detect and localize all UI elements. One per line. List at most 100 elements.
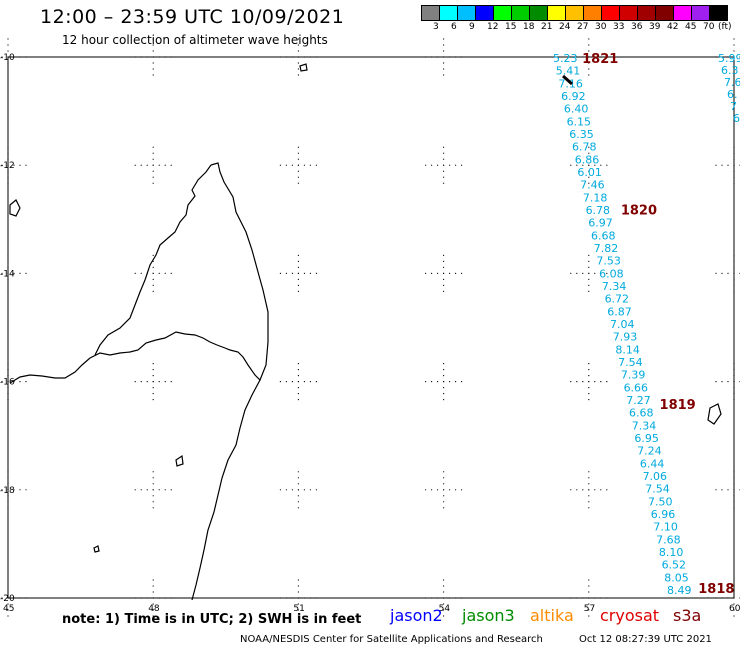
grid-dot [443, 387, 445, 389]
lat-label: -14 [0, 269, 15, 279]
madagascar-northwest-coast [94, 164, 212, 356]
grid-dot [297, 501, 299, 503]
legend-tick: 6 [451, 22, 457, 32]
grid-dot [152, 615, 154, 617]
grid-dot [7, 290, 9, 292]
grid-dot [588, 176, 590, 178]
grid-dot [7, 507, 9, 509]
grid-dot [1, 381, 3, 383]
wave-height-value: 8.05 [664, 571, 689, 584]
grid-dot [13, 164, 15, 166]
grid-dot [7, 260, 9, 262]
grid-dot [461, 272, 463, 274]
grid-dot [7, 609, 9, 611]
grid-dot [315, 272, 317, 274]
grid-dot [733, 471, 735, 473]
grid-dot [594, 164, 596, 166]
grid-dot [7, 579, 9, 581]
grid-dot [461, 489, 463, 491]
grid-dot [152, 272, 154, 274]
grid-dot [297, 176, 299, 178]
grid-dot [733, 387, 735, 389]
grid-dot [733, 591, 735, 593]
grid-dot [588, 471, 590, 473]
grid-dot [291, 272, 293, 274]
wave-height-value: 8.14 [615, 343, 640, 356]
grid-dot [588, 501, 590, 503]
grid-dot [733, 483, 735, 485]
grid-dot [443, 38, 445, 40]
grid-dot [437, 164, 439, 166]
grid-dot [164, 597, 166, 599]
grid-dot [431, 272, 433, 274]
grid-dot [425, 381, 427, 383]
grid-dot [733, 272, 735, 274]
grid-dot [152, 375, 154, 377]
satellite-name: s3a [673, 606, 702, 625]
grid-dot [164, 56, 166, 58]
grid-dot [297, 375, 299, 377]
grid-dot [7, 603, 9, 605]
grid-dot [152, 381, 154, 383]
grid-dot [576, 272, 578, 274]
grid-dot [297, 603, 299, 605]
grid-dot [588, 56, 590, 58]
grid-dot [443, 489, 445, 491]
grid-dot [431, 381, 433, 383]
grid-dot [7, 375, 9, 377]
grid-dot [588, 495, 590, 497]
grid-dot [297, 170, 299, 172]
grid-dot [19, 56, 21, 58]
grid-dot [19, 164, 21, 166]
grid-dot [7, 74, 9, 76]
grid-dot [437, 597, 439, 599]
grid-dot [588, 62, 590, 64]
grid-dot [431, 164, 433, 166]
grid-dot [588, 399, 590, 401]
credit-line: NOAA/NESDIS Center for Satellite Applica… [240, 634, 543, 645]
grid-dot [279, 272, 281, 274]
legend-tick: 36 [631, 22, 643, 32]
grid-dot [7, 381, 9, 383]
grid-dot [437, 381, 439, 383]
grid-dot [588, 381, 590, 383]
grid-dot [13, 489, 15, 491]
grid-dot [431, 597, 433, 599]
grid-dot [443, 393, 445, 395]
grid-dot [733, 38, 735, 40]
grid-dot [443, 507, 445, 509]
grid-dot [297, 284, 299, 286]
wave-height-value: 7.50 [648, 495, 673, 508]
grid-dot [455, 489, 457, 491]
grid-dot [7, 62, 9, 64]
grid-dot [1, 597, 3, 599]
grid-dot [297, 579, 299, 581]
grid-dot [443, 146, 445, 148]
wave-height-value: 5.23 [553, 52, 578, 65]
lon-label: 60 [729, 604, 740, 614]
grid-dot [297, 495, 299, 497]
grid-dot [443, 603, 445, 605]
wave-height-value: 7.93 [613, 331, 638, 344]
edge-wave-value: 6.3 [721, 64, 739, 77]
pass-label: 1820 [621, 203, 657, 218]
grid-dot [443, 44, 445, 46]
grid-dot [152, 182, 154, 184]
north-islet [299, 63, 308, 72]
grid-dot [297, 260, 299, 262]
grid-dot [449, 56, 451, 58]
wave-height-value: 6.52 [662, 559, 687, 572]
legend-tick: 9 [469, 22, 475, 32]
lat-label: -16 [0, 378, 15, 388]
track-marker [562, 74, 573, 86]
grid-dot [297, 597, 299, 599]
legend-tick: 33 [613, 22, 625, 32]
edge-track: 5.996.37.66.76 [718, 52, 740, 125]
grid-dot [733, 579, 735, 581]
grid-dot [588, 290, 590, 292]
wave-height-value: 6.08 [599, 267, 624, 280]
grid-dot [588, 363, 590, 365]
wave-height-value: 6.78 [586, 204, 611, 217]
grid-dot [449, 381, 451, 383]
